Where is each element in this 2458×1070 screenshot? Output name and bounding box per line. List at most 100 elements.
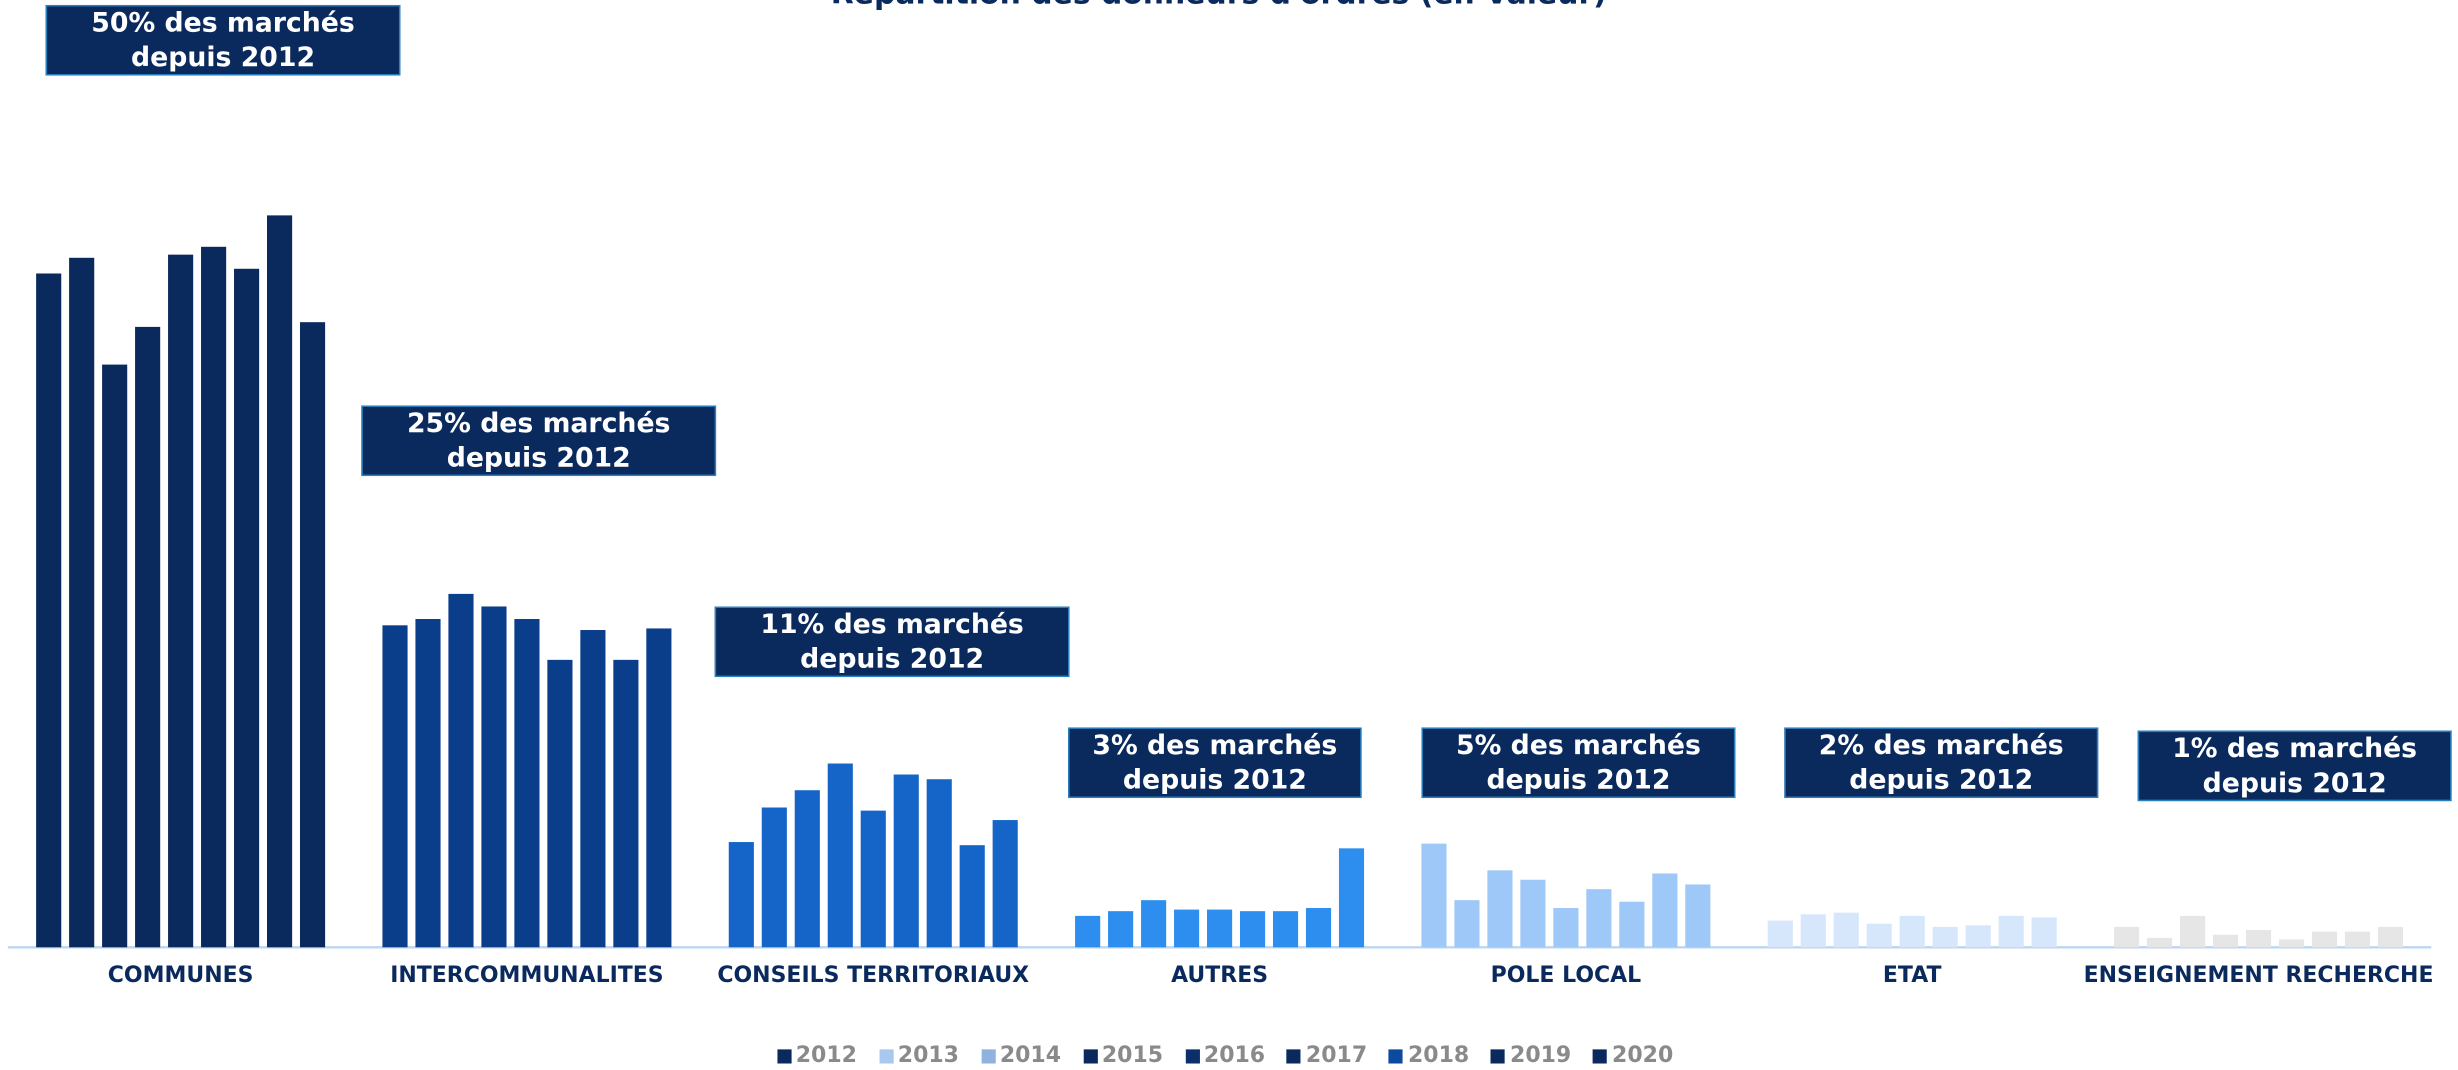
bar: [2377, 926, 2404, 948]
label-box: ENSEIGNEMENT RECHERCHE: [2083, 962, 2434, 989]
legend-item: 2017: [1287, 1043, 1367, 1068]
bar: [36, 273, 62, 948]
x-tick-label: AUTRES: [1171, 962, 1269, 989]
bar: [267, 215, 293, 948]
bar: [201, 246, 227, 948]
annotation: 25% des marchés depuis 2012: [361, 405, 717, 477]
legend-item: 2018: [1389, 1043, 1469, 1068]
x-tick-label: CONSEILS TERRITORIAUX: [717, 962, 1030, 989]
legend-label: 2012: [795, 1043, 857, 1069]
annotation-line: depuis 2012: [800, 643, 985, 675]
legend: 2012 2013 2014 2015 2016 2017 2018 2019 2020: [314, 1043, 2136, 1068]
annotation: 50% des marchés depuis 2012: [45, 4, 401, 76]
legend-label: 2017: [1305, 1043, 1368, 1069]
bar: [382, 625, 408, 948]
label-box: POLE LOCAL: [1490, 962, 1642, 989]
annotation-line: depuis 2012: [446, 442, 631, 474]
annotation-line: depuis 2012: [1486, 764, 1671, 796]
bar: [415, 619, 441, 948]
legend-item: 2019: [1491, 1043, 1571, 1068]
bar: [1487, 870, 1513, 948]
bar: [1305, 908, 1332, 948]
annotation-line: depuis 2012: [131, 41, 316, 74]
legend-label: 2018: [1407, 1043, 1470, 1069]
bar: [959, 845, 985, 948]
bar: [547, 659, 573, 948]
bar: [1586, 889, 1612, 948]
bar: [827, 763, 853, 948]
bar: [1553, 908, 1579, 948]
annotation-line: depuis 2012: [2202, 767, 2387, 799]
annotation-line: 1% des marchés: [2172, 732, 2418, 765]
legend-swatch: [878, 1048, 894, 1063]
chart-title: Répartition des donneurs d'ordres (en Va…: [831, 0, 1607, 11]
bar: [69, 257, 95, 948]
legend-label: 2014: [999, 1043, 1062, 1069]
x-tick-label: ENSEIGNEMENT RECHERCHE: [2083, 962, 2434, 989]
bar: [893, 774, 919, 948]
legend-label: 2015: [1101, 1043, 1164, 1069]
bar: [2114, 926, 2140, 948]
annotation-line: depuis 2012: [1849, 764, 2034, 796]
legend-swatch: [1185, 1048, 1200, 1063]
x-tick-label: INTERCOMMUNALITES: [390, 962, 664, 989]
legend-swatch: [1491, 1048, 1506, 1063]
bar: [1932, 926, 1958, 948]
bar: [481, 606, 507, 948]
legend-item: 2020: [1593, 1043, 1673, 1068]
annotation-line: 11% des marchés: [760, 608, 1024, 641]
label-box: AUTRES: [1171, 962, 1269, 989]
legend-label: 2016: [1203, 1043, 1266, 1069]
bar: [102, 364, 128, 948]
bar: [1652, 873, 1678, 948]
bar: [1866, 923, 1892, 948]
bar: [168, 254, 194, 948]
label-box: CONSEILS TERRITORIAUX: [717, 962, 1030, 989]
legend-swatch: [1287, 1048, 1302, 1063]
bar: [1520, 879, 1546, 948]
x-tick-label: ETAT: [1882, 962, 1942, 989]
bar: [135, 326, 161, 948]
bar: [2147, 937, 2173, 948]
bar: [2278, 939, 2305, 948]
bar: [1454, 900, 1480, 948]
legend-swatch: [1389, 1048, 1404, 1063]
legend-item: 2012: [776, 1043, 857, 1069]
legend-item: 2013: [878, 1043, 959, 1068]
annotation: 3% des marchés depuis 2012: [1068, 727, 1362, 799]
bar: [1207, 909, 1233, 948]
legend-item: 2015: [1083, 1043, 1163, 1068]
bar: [1998, 915, 2024, 948]
bar: [448, 593, 474, 948]
bar: [234, 268, 260, 948]
bar: [1075, 915, 1101, 948]
bar: [613, 659, 639, 948]
x-tick-label: COMMUNES: [107, 962, 254, 989]
bar: [646, 628, 672, 948]
bar: [2245, 930, 2272, 948]
bar: [1899, 915, 1925, 948]
annotation-line: depuis 2012: [1122, 764, 1307, 796]
bar: [1108, 911, 1134, 948]
bar: [761, 807, 787, 948]
legend-label: 2020: [1612, 1043, 1674, 1069]
label-box: COMMUNES: [107, 962, 254, 989]
bar: [1421, 843, 1447, 948]
bar: [1619, 901, 1645, 948]
bar: [860, 810, 886, 948]
bar: [794, 790, 820, 948]
bar: [2311, 931, 2338, 948]
bar: [1141, 900, 1167, 948]
legend-swatch: [776, 1048, 792, 1063]
bar: [1965, 925, 1991, 948]
label-box: 2012 2013 2014 2015 2016 2017 2018 2019 2020: [314, 1043, 2136, 1068]
bar: [1174, 909, 1200, 948]
x-tick-label: POLE LOCAL: [1490, 962, 1642, 989]
